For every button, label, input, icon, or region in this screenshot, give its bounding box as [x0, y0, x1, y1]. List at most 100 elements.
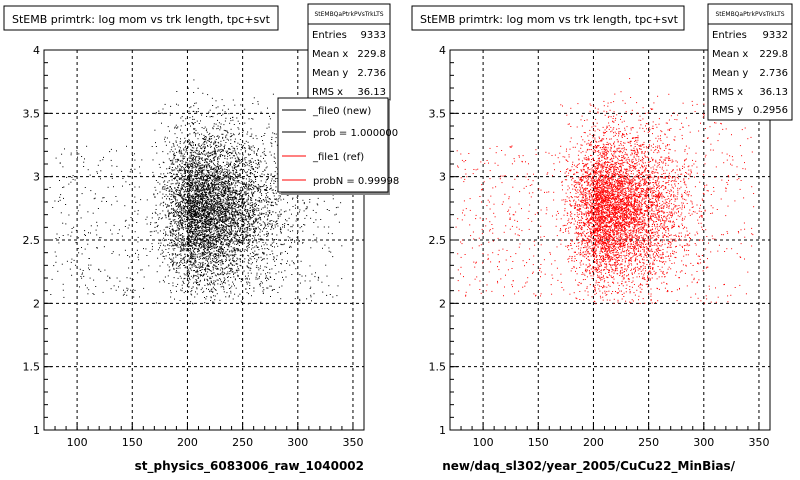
left-scatter-point: [216, 279, 218, 281]
left-scatter-point: [193, 206, 195, 208]
left-scatter-point: [172, 228, 174, 230]
left-scatter-point: [189, 279, 191, 281]
left-scatter-point: [224, 197, 226, 199]
left-scatter-point: [223, 207, 224, 209]
left-scatter-point: [287, 224, 289, 225]
left-scatter-point: [251, 217, 253, 218]
left-scatter-point: [68, 183, 70, 185]
left-scatter-point: [235, 209, 237, 211]
left-scatter-point: [228, 178, 230, 180]
left-scatter-point: [159, 230, 161, 232]
left-scatter-point: [212, 127, 214, 129]
left-scatter-point: [213, 213, 215, 215]
left-scatter-point: [233, 283, 234, 285]
left-scatter-point: [181, 166, 183, 167]
left-scatter-point: [196, 192, 198, 194]
left-scatter-point: [238, 193, 240, 195]
left-scatter-point: [240, 113, 242, 115]
left-scatter-point: [195, 200, 197, 202]
left-scatter-point: [194, 240, 196, 242]
left-scatter-point: [161, 239, 163, 241]
left-scatter-point: [203, 142, 205, 144]
left-scatter-point: [184, 214, 186, 216]
left-scatter-point: [198, 258, 200, 260]
left-scatter-point: [262, 282, 263, 284]
left-scatter-point: [200, 196, 202, 197]
left-scatter-point: [280, 230, 282, 232]
left-scatter-point: [184, 262, 186, 264]
left-scatter-point: [236, 180, 238, 182]
left-scatter-point: [235, 172, 237, 173]
left-scatter-point: [179, 165, 181, 167]
left-scatter-point: [125, 219, 127, 221]
left-scatter-point: [183, 244, 185, 246]
left-scatter-point: [246, 199, 248, 201]
left-scatter-point: [210, 174, 212, 176]
left-scatter-point: [181, 245, 183, 247]
left-scatter-point: [190, 206, 192, 208]
left-scatter-point: [162, 186, 164, 188]
left-scatter-point: [188, 275, 189, 277]
left-scatter-point: [243, 191, 245, 193]
left-scatter-point: [185, 182, 187, 183]
left-scatter-point: [175, 200, 177, 202]
left-scatter-point: [176, 182, 178, 184]
left-scatter-point: [205, 175, 206, 176]
left-scatter-point: [290, 246, 292, 248]
left-scatter-point: [151, 243, 153, 245]
left-scatter-point: [251, 168, 253, 170]
left-scatter-point: [215, 152, 217, 154]
left-scatter-point: [213, 218, 215, 220]
left-scatter-point: [244, 148, 246, 150]
left-scatter-point: [167, 172, 169, 174]
left-scatter-point: [215, 225, 217, 226]
left-scatter-point: [260, 229, 262, 231]
left-scatter-point: [216, 165, 218, 167]
left-scatter-point: [212, 222, 214, 224]
left-scatter-point: [185, 244, 187, 246]
left-scatter-point: [248, 246, 250, 248]
left-scatter-point: [257, 267, 259, 269]
left-scatter-point: [203, 205, 205, 207]
left-scatter-point: [262, 258, 263, 260]
left-scatter-point: [218, 194, 220, 196]
left-scatter-point: [176, 91, 178, 92]
left-scatter-point: [184, 274, 186, 276]
left-scatter-point: [255, 253, 257, 255]
left-scatter-point: [310, 286, 312, 288]
left-scatter-point: [207, 171, 209, 173]
left-scatter-point: [206, 278, 208, 280]
left-scatter-point: [189, 179, 191, 181]
left-scatter-point: [225, 150, 227, 152]
left-scatter-point: [207, 238, 208, 240]
left-scatter-point: [217, 227, 218, 229]
left-scatter-point: [198, 184, 200, 186]
left-scatter-point: [172, 201, 174, 202]
left-scatter-point: [172, 214, 174, 216]
left-scatter-point: [168, 213, 170, 215]
left-scatter-point: [257, 234, 259, 236]
left-scatter-point: [186, 150, 188, 152]
left-scatter-point: [210, 227, 212, 229]
left-scatter-point: [255, 217, 257, 219]
left-scatter-point: [247, 261, 249, 263]
left-scatter-point: [176, 211, 178, 213]
left-scatter-point: [276, 255, 278, 257]
left-scatter-point: [208, 219, 210, 221]
left-scatter-point: [180, 192, 181, 194]
left-scatter-point: [223, 183, 225, 185]
left-scatter-point: [195, 157, 197, 159]
left-scatter-point: [275, 273, 277, 275]
left-scatter-point: [272, 93, 274, 95]
left-scatter-point: [179, 211, 181, 213]
left-scatter-point: [193, 92, 195, 93]
left-scatter-point: [185, 174, 186, 176]
left-scatter-point: [218, 220, 220, 222]
left-scatter-point: [220, 127, 222, 129]
left-scatter-point: [248, 263, 250, 264]
left-scatter-point: [221, 273, 223, 275]
left-scatter-point: [214, 211, 216, 213]
left-scatter-point: [224, 208, 226, 210]
left-scatter-point: [180, 223, 182, 225]
left-scatter-point: [186, 148, 188, 150]
